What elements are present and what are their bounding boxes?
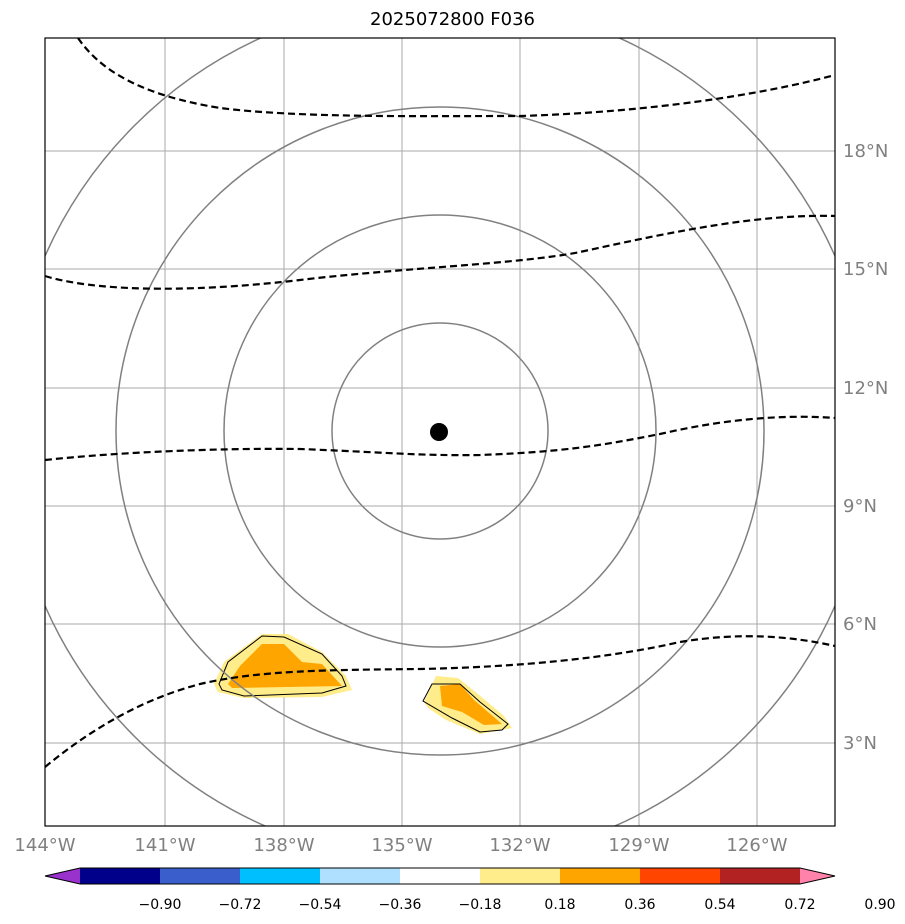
- colorbar-extend-max: [800, 868, 835, 884]
- colorbar-tick-label: 0.36: [624, 897, 655, 913]
- range-rings: [45, 38, 835, 826]
- range-ring-2: [223, 214, 657, 648]
- colorbar-swatch: [480, 868, 561, 884]
- colorbar-tick-label: −0.18: [459, 897, 502, 913]
- map-title: 2025072800 F036: [370, 9, 535, 30]
- shaded-field: [214, 634, 512, 734]
- colorbar-swatch: [320, 868, 401, 884]
- lon-label: 129°W: [608, 835, 669, 856]
- colorbar-tick-label: −0.54: [299, 897, 342, 913]
- range-ring-3: [115, 106, 765, 756]
- contour-west: [218, 635, 347, 697]
- range-ring-1: [331, 322, 549, 540]
- lat-label: 6°N: [843, 614, 877, 635]
- colorbar-swatch: [400, 868, 481, 884]
- graticule: [45, 38, 835, 826]
- colorbar-swatch: [640, 868, 721, 884]
- lon-label: 126°W: [726, 835, 787, 856]
- shade-area-west-mid: [228, 644, 342, 688]
- colorbar-swatch: [80, 868, 161, 884]
- lon-label: 138°W: [253, 835, 314, 856]
- lon-label: 144°W: [14, 835, 75, 856]
- dashed-contour-south: [45, 635, 835, 768]
- colorbar-tick-label: −0.90: [139, 897, 182, 913]
- lon-label: 135°W: [371, 835, 432, 856]
- shade-area-east-mid: [440, 684, 502, 725]
- lon-label: 141°W: [134, 835, 195, 856]
- plot-frame: [44, 37, 836, 827]
- lon-label: 132°W: [489, 835, 550, 856]
- lat-labels: 18°N 15°N 12°N 9°N 6°N 3°N: [843, 141, 888, 754]
- lat-label: 3°N: [843, 733, 877, 754]
- storm-center-dot: [430, 423, 448, 441]
- dashed-contours: [45, 38, 835, 768]
- colorbar-tick-label: −0.72: [219, 897, 262, 913]
- colorbar-tick-label: −0.36: [379, 897, 422, 913]
- colorbar-swatch: [720, 868, 801, 884]
- colorbar-swatch: [560, 868, 641, 884]
- colorbar-extend-min: [45, 868, 80, 884]
- contour-east: [422, 683, 509, 733]
- colorbar-outline: [44, 867, 836, 885]
- colorbar: −0.90 −0.72 −0.54 −0.36 −0.18 0.18 0.36 0.54 0.7…: [44, 867, 896, 913]
- colorbar-tick-label: 0.18: [544, 897, 575, 913]
- colorbar-tick-label: 0.72: [784, 897, 815, 913]
- dashed-contour-upper-mid: [45, 214, 835, 290]
- lat-label: 18°N: [843, 141, 888, 162]
- colorbar-tick-label: 0.54: [704, 897, 735, 913]
- lat-label: 9°N: [843, 496, 877, 517]
- lat-label: 15°N: [843, 259, 888, 280]
- dashed-contour-center: [45, 415, 835, 462]
- colorbar-swatch: [240, 868, 321, 884]
- lat-label: 12°N: [843, 378, 888, 399]
- lon-labels: 144°W 141°W 138°W 135°W 132°W 129°W 126°…: [14, 835, 787, 856]
- colorbar-tick-label: 0.90: [864, 897, 895, 913]
- colorbar-swatch: [160, 868, 241, 884]
